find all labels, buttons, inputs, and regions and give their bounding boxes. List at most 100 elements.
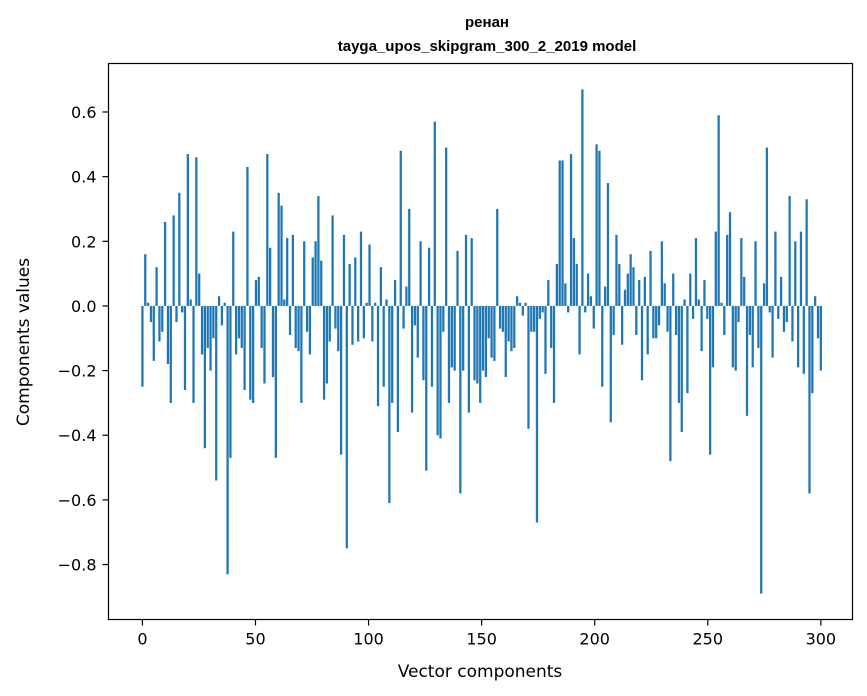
bar-41 [257,276,260,306]
bar-210 [737,305,740,323]
bar-158 [589,296,593,306]
bar-3 [149,305,153,323]
bar-58 [305,305,309,332]
bar-8 [163,221,167,306]
bar-234 [805,199,808,306]
bar-148 [561,160,564,306]
bar-186 [669,305,672,462]
chart-title-line2: tayga_upos_skipgram_300_2_2019 model [338,38,637,55]
bar-160 [595,144,598,306]
bar-55 [297,305,300,352]
bar-32 [232,231,235,306]
bar-147 [558,160,561,306]
bar-48 [277,192,280,306]
bar-169 [621,305,624,345]
bar-224 [777,305,780,319]
bar-53 [291,234,294,306]
bar-217 [757,305,760,348]
y-axis-ticks: 0.6 0.4 0.2 0.0 −0.2 −0.4 −0.6 −0.8 [58,103,109,575]
bar-192 [686,305,689,394]
bar-97 [416,305,419,358]
bar-84 [379,267,382,306]
bar-125 [496,208,499,306]
bar-82 [374,302,377,306]
bar-236 [811,305,814,394]
bar-146 [555,263,558,306]
bar-116 [470,238,473,306]
bar-136 [527,305,530,429]
bar-123 [490,305,493,358]
bar-126 [498,305,502,329]
bar-92 [402,305,405,329]
bar-15 [183,305,187,390]
bar-69 [337,305,340,352]
bar-66 [328,305,331,342]
bar-106 [442,305,445,332]
bar-202 [714,231,717,306]
y-axis-label: Components values [14,258,34,426]
bar-39 [251,305,255,403]
bar-139 [535,305,539,523]
x-tick-label: 50 [245,630,265,649]
bar-115 [467,305,470,413]
bar-155 [581,89,584,306]
bar-215 [751,305,754,368]
bar-164 [606,183,610,306]
bar-6 [158,305,161,342]
bar-213 [745,305,749,416]
bar-140 [538,305,541,319]
bar-174 [635,305,638,336]
bar-46 [271,305,275,378]
bar-127 [501,305,505,332]
bar-162 [601,305,604,387]
y-tick-label: 0.2 [71,232,96,251]
bar-154 [578,305,581,355]
bar-161 [598,150,601,306]
bar-61 [314,241,317,306]
bar-107 [445,147,448,306]
bar-95 [410,305,414,413]
bar-22 [203,305,206,449]
bar-60 [311,257,314,306]
bar-170 [623,289,627,306]
bar-101 [427,247,431,306]
bar-185 [666,305,669,332]
bar-50 [283,299,286,306]
bar-180 [652,305,655,339]
bar-117 [473,305,476,381]
bar-207 [728,212,732,306]
y-tick-label: 0.6 [71,103,96,122]
bar-195 [694,238,698,306]
bar-219 [762,283,766,306]
bar-189 [677,305,681,403]
bar-119 [479,305,482,403]
bar-78 [362,305,365,339]
bar-137 [530,305,533,332]
bar-223 [774,231,777,306]
bar-71 [342,234,346,306]
bar-29 [223,302,226,306]
bar-93 [405,286,408,306]
bar-151 [569,154,573,306]
bar-20 [198,273,201,306]
bar-175 [638,280,641,306]
bar-165 [609,305,612,423]
bar-17 [189,299,192,306]
bar-200 [709,305,712,455]
bar-64 [322,305,326,400]
bar-141 [541,305,544,313]
bar-173 [632,267,635,306]
bar-178 [646,305,649,355]
bar-168 [618,263,621,306]
bar-131 [513,305,516,348]
bar-77 [359,231,363,306]
bar-31 [229,305,232,458]
bar-34 [237,305,241,339]
bar-159 [592,305,595,329]
bar-133 [518,302,522,306]
bar-193 [689,273,692,306]
bar-1 [144,254,147,306]
bar-103 [433,121,436,306]
bar-212 [743,276,746,306]
